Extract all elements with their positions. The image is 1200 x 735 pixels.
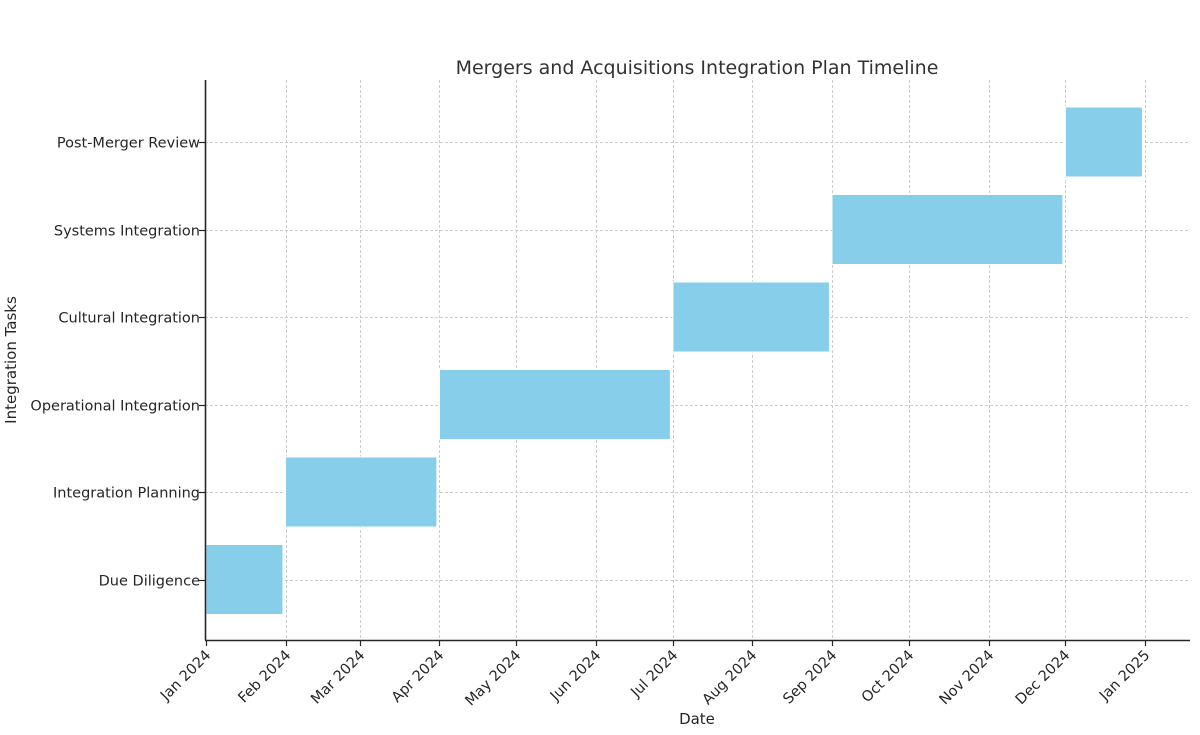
task-bar	[205, 544, 284, 615]
task-bar	[285, 456, 438, 528]
chart-title: Mergers and Acquisitions Integration Pla…	[456, 57, 939, 79]
y-axis-ticks: Due Diligence Integration Planning Operati…	[30, 136, 205, 590]
x-tick-label: Jan 2024	[157, 648, 214, 705]
x-tick-label: Jan 2025	[1096, 648, 1153, 705]
grid-lines	[205, 80, 1190, 640]
x-tick-label: Aug 2024	[700, 648, 761, 709]
task-bar	[438, 369, 671, 440]
y-tick-label: Integration Planning	[53, 486, 200, 502]
x-tick-label: Jun 2024	[547, 648, 604, 705]
y-tick-label: Post-Merger Review	[57, 136, 200, 152]
x-tick-label: Apr 2024	[389, 648, 447, 706]
task-bar	[1064, 106, 1143, 178]
task-bar	[672, 281, 830, 353]
x-tick-label: Jul 2024	[628, 648, 682, 702]
x-tick-label: Sep 2024	[780, 648, 840, 708]
x-tick-label: Dec 2024	[1013, 648, 1074, 709]
x-axis-ticks: Jan 2024 Feb 2024 Mar 2024 Apr 2024 May 2024…	[157, 640, 1153, 709]
x-tick-label: Oct 2024	[859, 648, 917, 706]
x-axis-label: Date	[679, 710, 715, 728]
y-axis-label: Integration Tasks	[2, 296, 20, 424]
y-tick-label: Due Diligence	[99, 574, 200, 590]
task-bar	[831, 194, 1064, 265]
x-tick-label: May 2024	[462, 648, 524, 710]
x-tick-label: Nov 2024	[937, 648, 998, 709]
y-tick-label: Systems Integration	[54, 224, 200, 240]
task-bars	[205, 106, 1143, 615]
y-tick-label: Operational Integration	[30, 399, 200, 415]
y-tick-label: Cultural Integration	[58, 311, 200, 327]
axes	[204, 80, 1190, 642]
x-tick-label: Feb 2024	[236, 648, 295, 707]
x-tick-label: Mar 2024	[308, 648, 368, 708]
